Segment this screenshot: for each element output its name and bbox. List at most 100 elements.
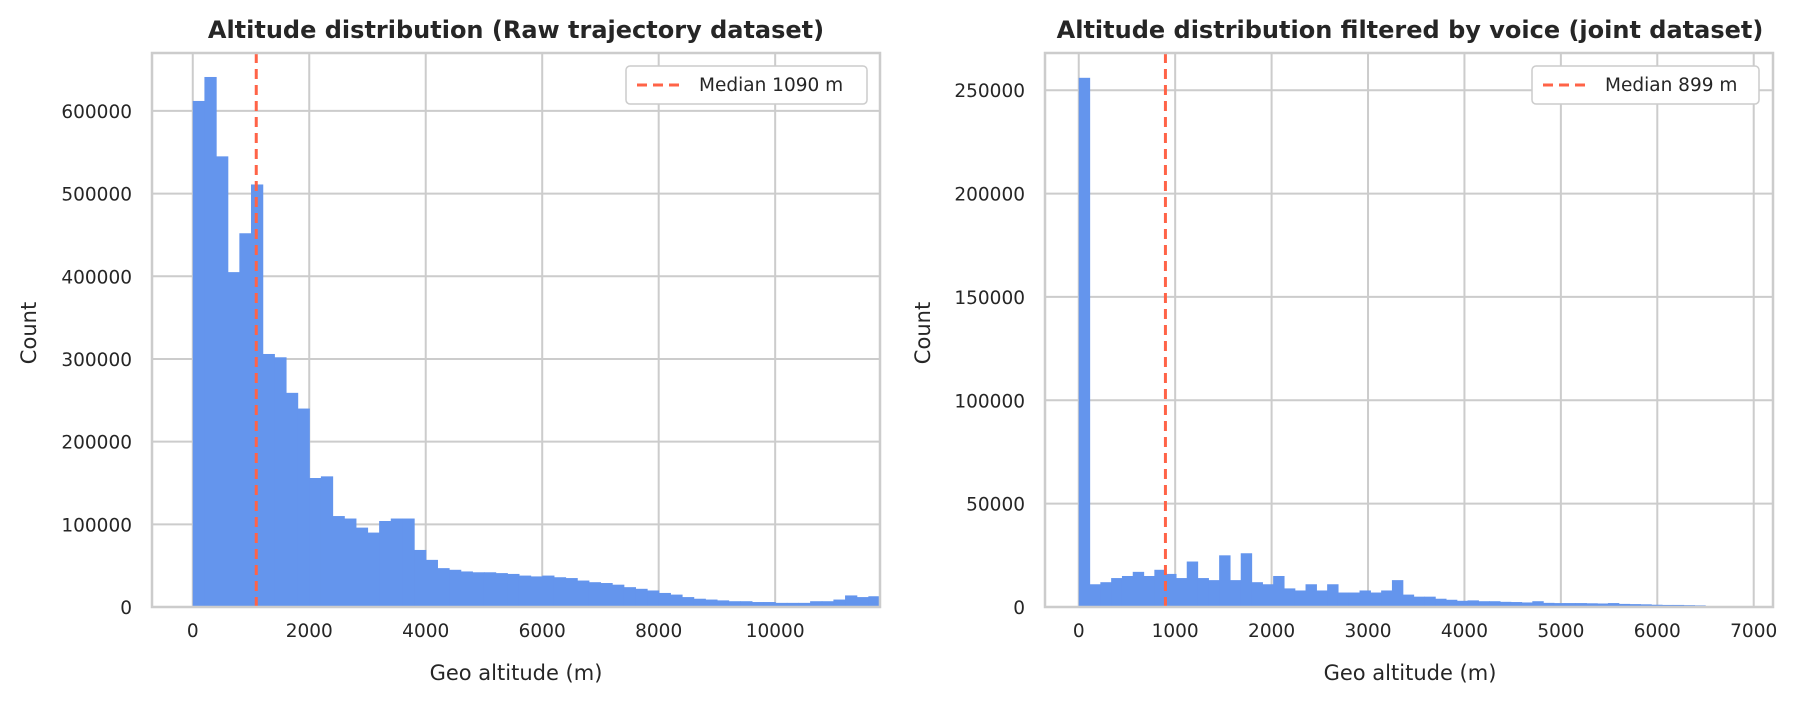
histogram-bar <box>472 572 485 607</box>
histogram-bar <box>390 518 404 607</box>
right-y-ticks: 0 50000 100000 150000 200000 250000 <box>954 81 1025 619</box>
histogram-bar <box>588 582 602 607</box>
histogram-bar <box>518 575 532 607</box>
histogram-bar <box>1543 602 1555 607</box>
histogram-bar <box>379 521 392 607</box>
right-y-axis-label: Count <box>911 302 935 364</box>
histogram-bar <box>1510 602 1523 607</box>
left-y-ticks: 0 100000 200000 300000 400000 500000 600000 <box>61 102 132 619</box>
histogram-bar <box>728 601 741 607</box>
histogram-bar <box>786 602 800 607</box>
x-tick-label: 7000 <box>1730 621 1777 642</box>
x-tick-label: 4000 <box>1441 621 1488 642</box>
histogram-bar <box>693 598 706 607</box>
x-tick-label: 3000 <box>1344 621 1391 642</box>
histogram-bar <box>449 569 462 607</box>
right-legend-box <box>1531 65 1760 105</box>
histogram-bar <box>216 156 229 607</box>
histogram-bar <box>1273 575 1285 607</box>
histogram-bar <box>355 527 369 607</box>
histogram-bar <box>1294 590 1307 607</box>
histogram-bar <box>1564 603 1577 607</box>
histogram-bar <box>1424 596 1436 607</box>
histogram-bar <box>262 353 275 607</box>
histogram-bar <box>1489 601 1501 607</box>
histogram-bar <box>553 577 567 607</box>
histogram-bar <box>1435 598 1447 607</box>
histogram-bar <box>658 592 671 607</box>
x-tick-label: 6000 <box>519 621 566 642</box>
y-tick-label: 400000 <box>61 267 132 288</box>
x-tick-label: 8000 <box>635 621 682 642</box>
left-grid <box>152 53 880 608</box>
histogram-bar <box>623 587 636 607</box>
histogram-bar <box>507 573 520 607</box>
y-tick-label: 150000 <box>954 288 1025 309</box>
axes-frame <box>1043 51 1775 609</box>
y-tick-label: 100000 <box>954 391 1025 412</box>
histogram-bar <box>1445 599 1458 607</box>
histogram-bar <box>577 580 590 607</box>
histogram-bar <box>367 532 380 607</box>
histogram-bar <box>1586 603 1598 607</box>
histogram-bar <box>530 576 543 607</box>
histogram-bar <box>1208 580 1220 607</box>
histogram-bar <box>542 575 555 607</box>
histogram-bar <box>1381 590 1393 607</box>
histogram-bar <box>483 572 497 607</box>
histogram-bar <box>1100 582 1112 607</box>
histogram-bar <box>460 571 473 607</box>
histogram-bar <box>716 600 730 607</box>
histogram-bar <box>192 100 206 608</box>
x-tick-label: 6000 <box>1634 621 1681 642</box>
histogram-bar <box>495 573 508 607</box>
histogram-bar <box>285 392 299 607</box>
left-legend: Median 1090 m <box>625 65 868 105</box>
histogram-bar <box>1121 575 1134 607</box>
y-tick-label: 250000 <box>954 81 1025 102</box>
histogram-bar <box>1597 603 1609 607</box>
histogram-bar <box>1640 604 1652 607</box>
histogram-bar <box>833 599 846 607</box>
histogram-bar <box>1240 553 1253 607</box>
x-tick-label: 1000 <box>1152 621 1199 642</box>
histogram-bar <box>1499 601 1512 607</box>
histogram-bar <box>227 272 240 607</box>
histogram-bar <box>1337 592 1350 607</box>
histogram-bar <box>1165 573 1177 607</box>
histogram-bar <box>635 588 648 607</box>
histogram-bar <box>437 568 450 607</box>
y-tick-label: 600000 <box>61 102 132 123</box>
histogram-bar <box>1575 603 1587 607</box>
histogram-bar <box>1327 584 1339 607</box>
left-axes-frame <box>150 51 882 609</box>
right-legend-label: Median 899 m <box>1605 75 1737 96</box>
right-x-axis-label: Geo altitude (m) <box>1324 661 1497 685</box>
histogram-bar <box>1175 578 1188 607</box>
histogram-bar <box>1078 77 1091 607</box>
y-tick-label: 300000 <box>61 350 132 371</box>
histogram-bar <box>821 601 835 607</box>
histogram-bar <box>332 516 345 607</box>
histogram-bar <box>775 602 788 607</box>
y-tick-label: 500000 <box>61 185 132 206</box>
y-tick-label: 0 <box>120 598 132 619</box>
right-chart-title: Altitude distribution filtered by voice … <box>1057 16 1764 44</box>
histogram-bar <box>1521 602 1533 607</box>
histogram-bar <box>1143 575 1155 607</box>
histogram-bar <box>204 76 217 607</box>
left-chart: Altitude distribution (Raw trajectory da… <box>17 16 882 685</box>
histogram-bar <box>763 602 776 607</box>
histogram-bar <box>670 594 683 607</box>
histogram-bar <box>612 584 625 607</box>
x-tick-label: 0 <box>187 621 199 642</box>
left-chart-title: Altitude distribution (Raw trajectory da… <box>208 16 824 44</box>
histogram-bar <box>1629 604 1641 607</box>
histogram-bar <box>647 590 660 607</box>
histogram-bar <box>1618 603 1631 607</box>
histogram-bar <box>681 597 695 607</box>
y-tick-label: 100000 <box>61 515 132 536</box>
histogram-bar <box>845 595 858 607</box>
histogram-bar <box>1197 578 1209 607</box>
